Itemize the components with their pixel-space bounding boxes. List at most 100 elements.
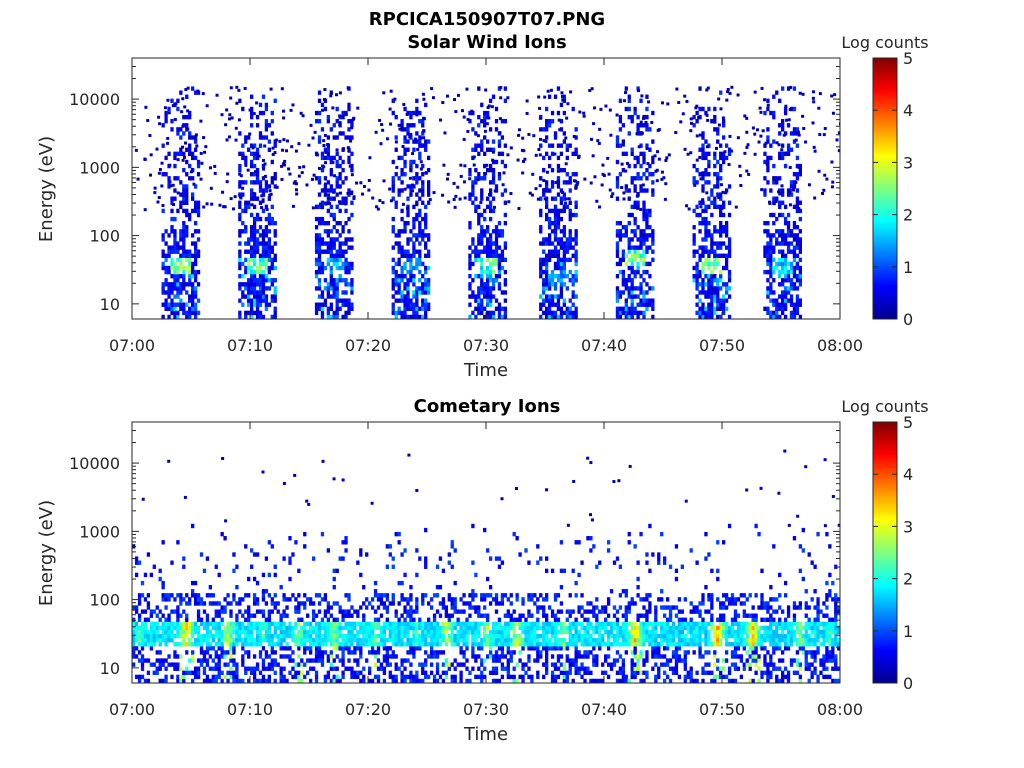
heatmap-cell bbox=[797, 165, 801, 169]
heatmap-cell bbox=[724, 253, 729, 258]
heatmap-cell bbox=[782, 133, 786, 137]
heatmap-cell bbox=[477, 114, 481, 120]
heatmap-cell bbox=[241, 678, 245, 683]
heatmap-cell bbox=[645, 298, 649, 303]
heatmap-cell bbox=[639, 273, 643, 279]
heatmap-cell bbox=[450, 629, 454, 635]
heatmap-cell bbox=[182, 302, 186, 307]
heatmap-cell bbox=[642, 257, 646, 263]
heatmap-cell bbox=[137, 601, 142, 606]
heatmap-cell bbox=[509, 146, 513, 150]
heatmap-cell bbox=[769, 310, 773, 316]
heatmap-cell bbox=[571, 294, 575, 299]
heatmap-cell bbox=[173, 237, 177, 242]
heatmap-cell bbox=[435, 637, 440, 643]
heatmap-cell bbox=[140, 637, 145, 643]
heatmap-cell bbox=[185, 633, 189, 639]
heatmap-cell bbox=[695, 273, 699, 279]
heatmap-cell bbox=[410, 189, 414, 193]
heatmap-cell bbox=[766, 257, 770, 263]
heatmap-cell bbox=[244, 155, 248, 161]
heatmap-cell bbox=[196, 613, 201, 618]
heatmap-cell bbox=[247, 257, 251, 263]
heatmap-cell bbox=[488, 98, 493, 104]
heatmap-cell bbox=[692, 123, 696, 128]
heatmap-cell bbox=[471, 192, 475, 197]
heatmap-cell bbox=[320, 206, 324, 210]
heatmap-cell bbox=[615, 176, 620, 181]
heatmap-cell bbox=[179, 306, 183, 311]
heatmap-cell bbox=[137, 629, 142, 635]
heatmap-cell bbox=[491, 176, 496, 181]
heatmap-cell bbox=[574, 273, 578, 279]
heatmap-cell bbox=[252, 143, 257, 148]
heatmap-cell bbox=[418, 220, 422, 226]
heatmap-cell bbox=[335, 93, 339, 97]
heatmap-cell bbox=[347, 149, 351, 153]
heatmap-cell bbox=[722, 253, 726, 258]
heatmap-cell bbox=[290, 145, 294, 149]
heatmap-cell bbox=[403, 609, 407, 614]
heatmap-cell bbox=[636, 314, 640, 319]
heatmap-cell bbox=[772, 290, 776, 295]
heatmap-cell bbox=[463, 196, 467, 200]
heatmap-cell bbox=[314, 176, 319, 181]
heatmap-cell bbox=[486, 167, 490, 173]
heatmap-cell bbox=[441, 637, 446, 643]
heatmap-cell bbox=[698, 172, 702, 177]
heatmap-cell bbox=[210, 202, 214, 206]
heatmap-cell bbox=[571, 282, 575, 287]
heatmap-cell bbox=[338, 121, 342, 125]
heatmap-cell bbox=[320, 621, 325, 627]
heatmap-cell bbox=[692, 225, 696, 230]
heatmap-cell bbox=[158, 666, 162, 671]
heatmap-cell bbox=[368, 650, 372, 655]
heatmap-cell bbox=[164, 114, 168, 120]
heatmap-cell bbox=[341, 110, 345, 116]
heatmap-cell bbox=[132, 621, 136, 627]
heatmap-cell bbox=[347, 302, 351, 307]
heatmap-cell bbox=[335, 637, 339, 643]
heatmap-cell bbox=[182, 642, 186, 647]
heatmap-cell bbox=[627, 196, 631, 201]
heatmap-cell bbox=[368, 642, 372, 647]
heatmap-cell bbox=[170, 261, 174, 267]
heatmap-cell bbox=[421, 237, 425, 242]
heatmap-cell bbox=[332, 674, 336, 680]
heatmap-cell bbox=[539, 273, 543, 279]
heatmap-cell bbox=[397, 286, 401, 291]
heatmap-cell bbox=[185, 172, 189, 177]
heatmap-cell bbox=[707, 294, 711, 299]
heatmap-cell bbox=[344, 646, 348, 651]
heatmap-cell bbox=[250, 286, 254, 291]
heatmap-cell bbox=[724, 143, 729, 148]
heatmap-cell bbox=[747, 172, 751, 176]
heatmap-cell bbox=[223, 633, 227, 639]
heatmap-cell bbox=[497, 253, 502, 258]
heatmap-cell bbox=[294, 188, 298, 192]
heatmap-cell bbox=[269, 87, 273, 91]
heatmap-cell bbox=[651, 298, 655, 303]
heatmap-cell bbox=[545, 257, 549, 263]
heatmap-cell bbox=[226, 629, 230, 635]
heatmap-cell bbox=[633, 253, 637, 258]
heatmap-cell bbox=[727, 147, 732, 152]
heatmap-cell bbox=[825, 177, 829, 181]
heatmap-cell bbox=[698, 220, 702, 226]
heatmap-cell bbox=[503, 310, 507, 316]
heatmap-cell bbox=[630, 237, 634, 242]
heatmap-cell bbox=[347, 625, 351, 631]
heatmap-cell bbox=[471, 666, 475, 671]
heatmap-cell bbox=[775, 229, 779, 234]
heatmap-cell bbox=[403, 172, 407, 177]
heatmap-cell bbox=[633, 155, 637, 161]
heatmap-cell bbox=[743, 114, 747, 118]
heatmap-cell bbox=[263, 144, 267, 148]
heatmap-cell bbox=[459, 609, 463, 614]
heatmap-cell bbox=[775, 302, 779, 307]
heatmap-cell bbox=[424, 282, 428, 287]
heatmap-cell bbox=[818, 133, 822, 137]
heatmap-cell bbox=[309, 642, 313, 647]
heatmap-cell bbox=[798, 91, 802, 95]
